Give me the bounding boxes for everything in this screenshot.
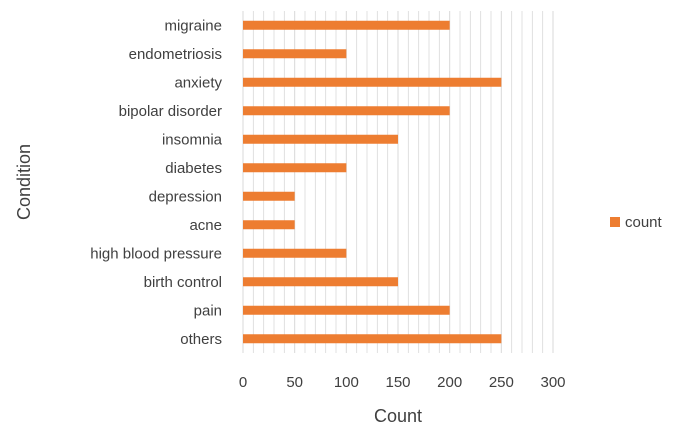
bar-diabetes <box>243 163 347 173</box>
x-tick-label: 100 <box>334 374 359 391</box>
x-tick-label: 150 <box>385 374 410 391</box>
y-tick-label: endometriosis <box>129 46 222 63</box>
bar-endometriosis <box>243 49 347 59</box>
gridlines <box>242 11 554 353</box>
y-tick-label: acne <box>189 217 222 234</box>
bar-depression <box>243 191 295 201</box>
y-tick-label: diabetes <box>165 160 222 177</box>
y-tick-labels: migraine endometriosis anxiety bipolar diso… <box>90 17 222 348</box>
y-tick-label: birth control <box>144 274 222 291</box>
y-tick-label: anxiety <box>174 74 222 91</box>
legend-label-count: count <box>625 214 663 231</box>
y-tick-label: insomnia <box>162 131 223 148</box>
bar-acne <box>243 220 295 230</box>
x-axis-title: Count <box>374 406 422 426</box>
bar-high-blood-pressure <box>243 248 347 258</box>
y-tick-label: migraine <box>164 17 222 34</box>
bar-migraine <box>243 20 450 30</box>
x-tick-labels: 0 50 100 150 200 250 300 <box>239 374 566 391</box>
x-tick-label: 250 <box>489 374 514 391</box>
x-tick-label: 0 <box>239 374 247 391</box>
bar-others <box>243 334 502 344</box>
x-tick-label: 300 <box>540 374 565 391</box>
bar-insomnia <box>243 134 398 144</box>
y-axis-title: Condition <box>14 144 34 220</box>
bar-birth-control <box>243 277 398 287</box>
x-tick-label: 50 <box>286 374 303 391</box>
y-tick-label: others <box>180 331 222 348</box>
y-tick-label: depression <box>149 188 222 205</box>
bar-anxiety <box>243 77 502 87</box>
legend-swatch <box>610 217 620 227</box>
bar-pain <box>243 305 450 315</box>
x-tick-label: 200 <box>437 374 462 391</box>
y-tick-label: pain <box>194 302 222 319</box>
y-tick-label: high blood pressure <box>90 245 222 262</box>
legend: count <box>610 214 663 231</box>
bars <box>243 20 502 344</box>
bar-bipolar-disorder <box>243 106 450 116</box>
y-tick-label: bipolar disorder <box>119 103 222 120</box>
